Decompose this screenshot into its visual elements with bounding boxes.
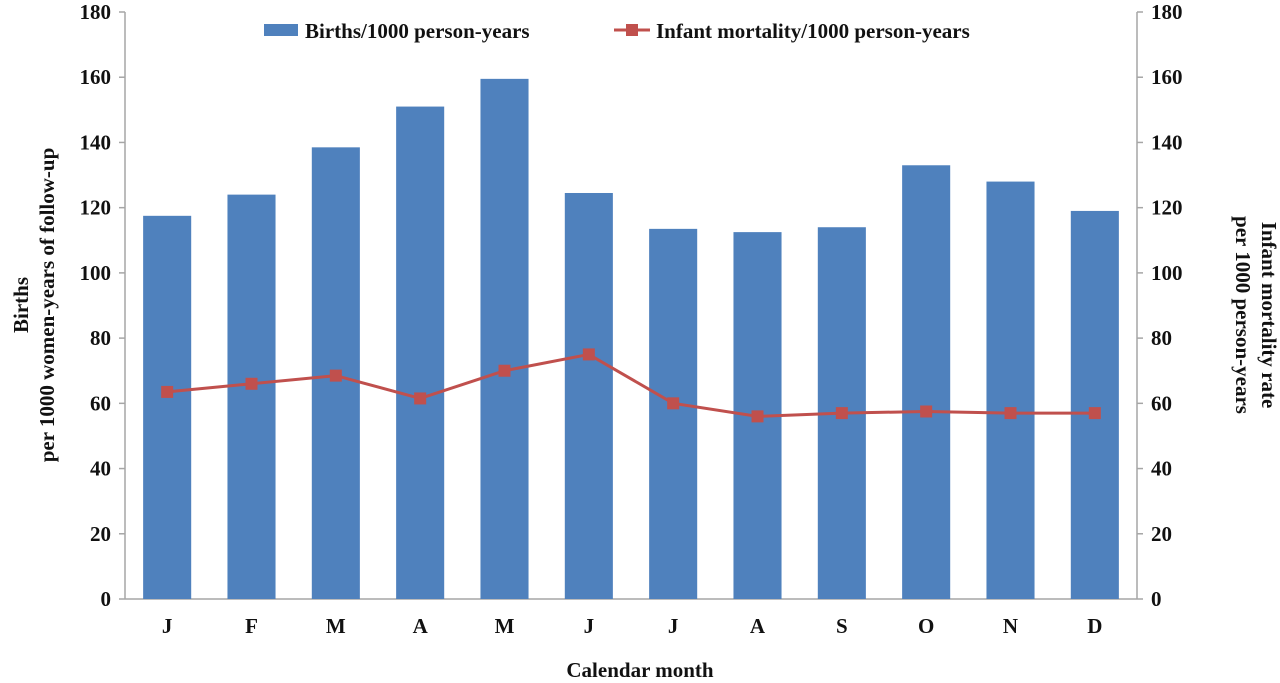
right-axis-title-line1: Infant mortality rate	[1257, 222, 1280, 409]
right-tick-label: 140	[1151, 130, 1183, 154]
legend-swatch-births	[264, 24, 298, 36]
left-tick-label: 100	[80, 261, 112, 285]
bar-births-7	[649, 228, 698, 599]
x-tick-label: J	[162, 614, 173, 638]
bar-births-2	[227, 194, 276, 599]
left-y-ticks: 0 20 40 60 80 100 120 140 160 180	[80, 0, 125, 611]
bar-series	[143, 78, 1119, 600]
left-tick-label: 20	[90, 522, 111, 546]
right-tick-label: 120	[1151, 196, 1183, 220]
x-tick-label: F	[245, 614, 258, 638]
x-axis-title: Calendar month	[566, 658, 714, 682]
x-tick-label: A	[413, 614, 429, 638]
mortality-point-9	[835, 407, 848, 420]
right-tick-label: 20	[1151, 522, 1172, 546]
mortality-point-12	[1088, 407, 1101, 420]
legend-label-mortality: Infant mortality/1000 person-years	[656, 19, 970, 43]
right-tick-label: 0	[1151, 587, 1162, 611]
x-tick-label: S	[836, 614, 848, 638]
right-tick-label: 80	[1151, 326, 1172, 350]
mortality-point-6	[582, 348, 595, 361]
mortality-point-10	[920, 405, 933, 418]
legend-swatch-mortality-marker	[626, 24, 638, 36]
x-tick-label: M	[495, 614, 515, 638]
right-tick-label: 180	[1151, 0, 1183, 24]
left-tick-label: 80	[90, 326, 111, 350]
bar-births-1	[143, 215, 192, 599]
left-tick-label: 0	[101, 587, 112, 611]
mortality-point-11	[1004, 407, 1017, 420]
x-tick-label: D	[1087, 614, 1102, 638]
bar-births-12	[1070, 210, 1119, 599]
mortality-line	[167, 352, 1095, 418]
bar-births-6	[564, 192, 613, 599]
x-tick-label: J	[584, 614, 595, 638]
mortality-point-5	[498, 364, 511, 377]
right-tick-label: 160	[1151, 65, 1183, 89]
mortality-point-2	[245, 377, 258, 390]
mortality-point-3	[329, 369, 342, 382]
x-tick-label: J	[668, 614, 679, 638]
left-tick-label: 180	[80, 0, 112, 24]
x-tick-label: M	[326, 614, 346, 638]
line-series	[161, 348, 1101, 423]
mortality-point-1	[161, 385, 174, 398]
right-tick-label: 40	[1151, 457, 1172, 481]
x-tick-label: N	[1003, 614, 1018, 638]
bar-births-4	[396, 106, 445, 600]
x-tick-label: A	[750, 614, 766, 638]
bar-births-11	[986, 181, 1035, 600]
right-axis-title-line2: per 1000 person-years	[1231, 216, 1255, 414]
right-y-ticks: 0 20 40 60 80 100 120 140 160 180	[1137, 0, 1183, 611]
left-tick-label: 60	[90, 391, 111, 415]
mortality-point-7	[667, 397, 680, 410]
mortality-point-4	[414, 392, 427, 405]
left-axis-title-line1: Births	[9, 277, 33, 333]
x-tick-label: O	[918, 614, 934, 638]
left-tick-label: 40	[90, 457, 111, 481]
left-tick-label: 120	[80, 196, 112, 220]
right-tick-label: 60	[1151, 391, 1172, 415]
bar-births-10	[902, 165, 951, 599]
bar-births-5	[480, 78, 529, 599]
legend-label-births: Births/1000 person-years	[305, 19, 530, 43]
mortality-point-8	[751, 410, 764, 423]
right-tick-label: 100	[1151, 261, 1183, 285]
left-axis-title-line2: per 1000 women-years of follow-up	[35, 148, 59, 463]
legend: Births/1000 person-years Infant mortalit…	[264, 19, 970, 43]
left-tick-label: 140	[80, 130, 112, 154]
left-tick-label: 160	[80, 65, 112, 89]
